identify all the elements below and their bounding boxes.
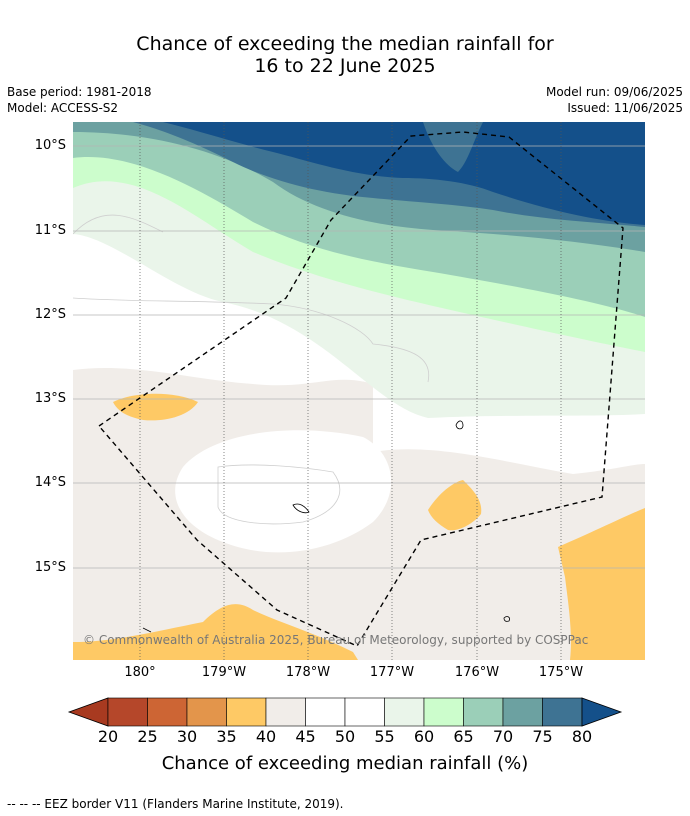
- island-shape: [292, 503, 310, 514]
- island-shape: [503, 616, 510, 622]
- region-35-40-west: [113, 393, 198, 421]
- island-shape: [455, 420, 464, 430]
- colorbar-segment: [344, 697, 385, 727]
- base-period: Base period: 1981-2018: [7, 85, 152, 99]
- colorbar-segment: [226, 697, 267, 727]
- colorbar-tick-label: 70: [492, 727, 514, 746]
- lat-label: 10°S: [34, 138, 66, 153]
- lat-label: 11°S: [34, 223, 66, 238]
- colorbar-tick-label: 60: [413, 727, 435, 746]
- colorbar-segment: [305, 697, 346, 727]
- colorbar-tick-label: 40: [255, 727, 277, 746]
- colorbar-tick-label: 30: [176, 727, 198, 746]
- colorbar-tick-label: 50: [334, 727, 356, 746]
- colorbar-tick-label: 25: [137, 727, 158, 746]
- issued-date: Issued: 11/06/2025: [567, 101, 683, 115]
- lat-label: 13°S: [34, 391, 66, 406]
- lat-label: 14°S: [34, 475, 66, 490]
- lon-label: 175°W: [538, 665, 584, 680]
- eez-border: [97, 131, 624, 647]
- title-line-2: 16 to 22 June 2025: [254, 55, 436, 77]
- lat-label: 12°S: [34, 307, 66, 322]
- colorbar-segment: [265, 697, 306, 727]
- colorbar-tick-label: 75: [532, 727, 553, 746]
- region-35-40-southeast: [558, 508, 645, 660]
- colorbar-segment: [107, 697, 148, 727]
- region-gt-80: [163, 122, 645, 225]
- colorbar-tick-label: 35: [216, 727, 237, 746]
- colorbar-tick-label: 45: [295, 727, 316, 746]
- footer-note: -- -- -- EEZ border V11 (Flanders Marine…: [7, 797, 344, 811]
- lat-label: 15°S: [34, 560, 66, 575]
- colorbar-segment: [186, 697, 227, 727]
- lon-label: 177°W: [369, 665, 415, 680]
- region-45-50-south: [175, 430, 392, 553]
- lon-label: 179°W: [201, 665, 247, 680]
- title-line-1: Chance of exceeding the median rainfall …: [136, 33, 554, 55]
- lon-label: 180°: [124, 665, 156, 680]
- region-35-40-south: [73, 604, 358, 660]
- colorbar-segment: [423, 697, 464, 727]
- copyright-notice: © Commonwealth of Australia 2025, Bureau…: [83, 633, 589, 647]
- colorbar-segment: [463, 697, 504, 727]
- colorbar-arrow-high: [581, 697, 623, 727]
- colorbar-tick-label: 80: [571, 727, 593, 746]
- colorbar-title: Chance of exceeding median rainfall (%): [161, 753, 529, 774]
- colorbar-arrow-low: [67, 697, 109, 727]
- lon-label: 176°W: [454, 665, 500, 680]
- colorbar-segment: [384, 697, 425, 727]
- colorbar-segment: [542, 697, 583, 727]
- colorbar-tick-label: 55: [374, 727, 395, 746]
- model-name: Model: ACCESS-S2: [7, 101, 119, 115]
- lon-label: 178°W: [285, 665, 331, 680]
- rainfall-map: [73, 122, 645, 660]
- colorbar-segment: [502, 697, 543, 727]
- colorbar-segment: [147, 697, 188, 727]
- colorbar-tick-label: 65: [453, 727, 474, 746]
- colorbar-tick-label: 20: [97, 727, 119, 746]
- model-run: Model run: 09/06/2025: [545, 85, 683, 99]
- region-35-40-east: [428, 480, 482, 531]
- colorbar: [67, 697, 623, 727]
